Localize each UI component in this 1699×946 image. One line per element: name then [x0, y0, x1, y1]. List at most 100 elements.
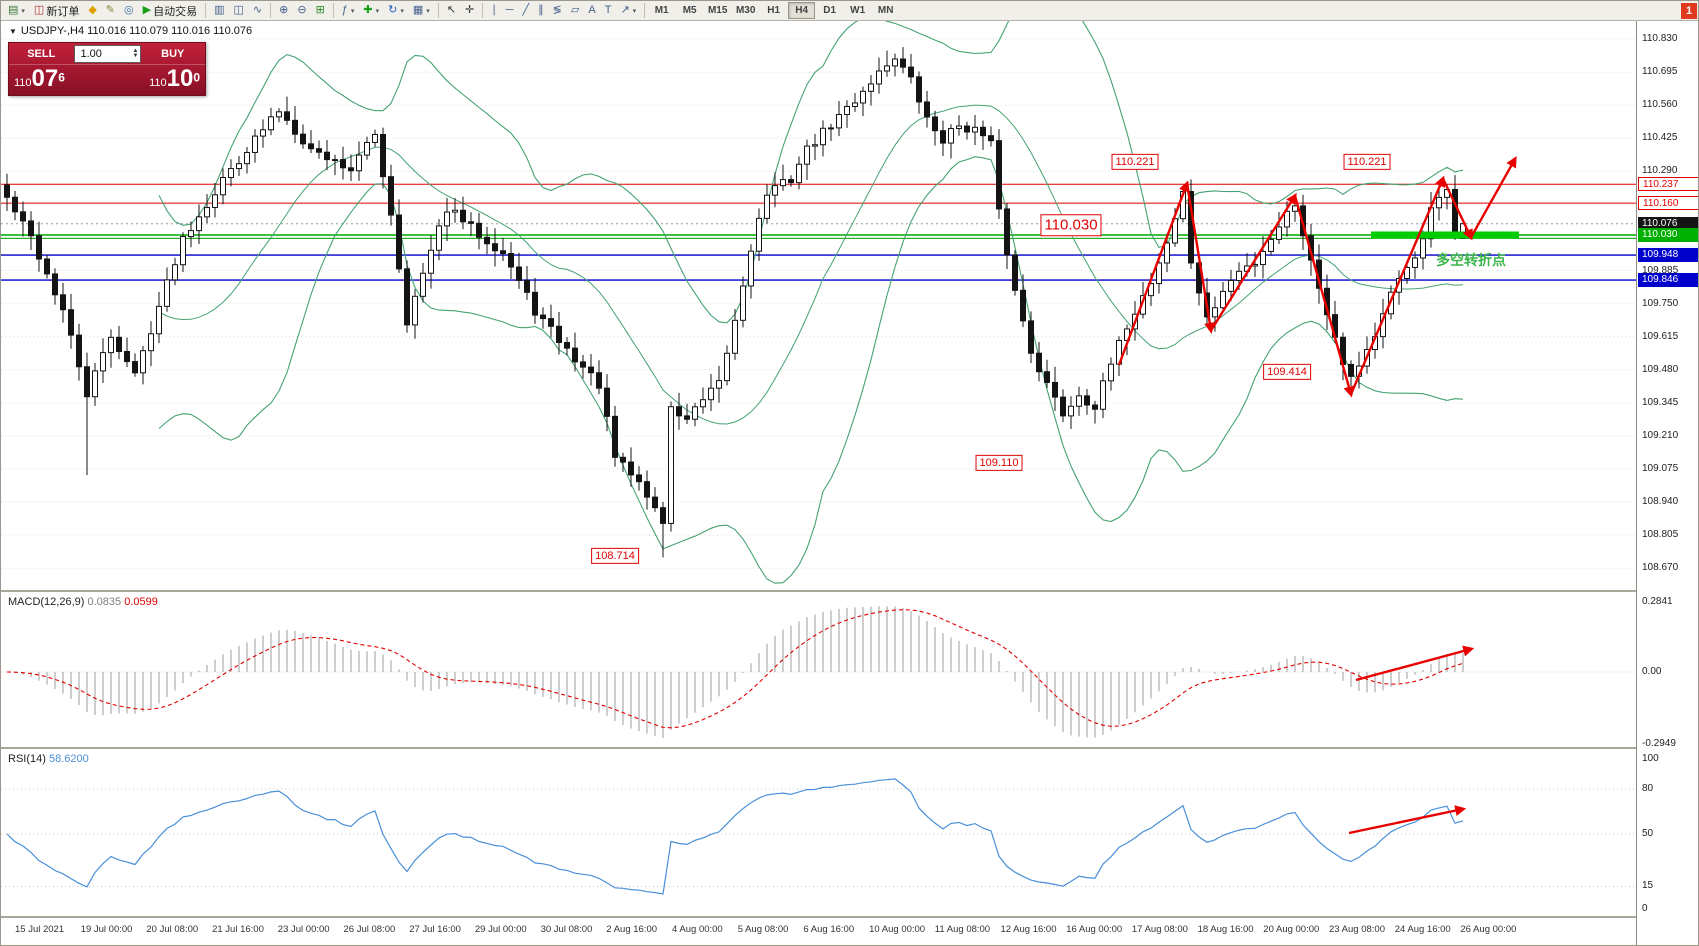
dropdown-arrow-icon[interactable]: ▾ — [350, 7, 355, 15]
timeframe-m5[interactable]: M5 — [676, 2, 703, 19]
rsi-panel-canvas[interactable] — [1, 749, 1636, 917]
line-chart-icon[interactable]: ∿ — [249, 2, 266, 20]
rsi-scale-tick: 15 — [1642, 880, 1654, 891]
label-icon[interactable]: T — [601, 2, 616, 20]
panel-separator[interactable] — [1, 747, 1698, 749]
price-scale-tick: 108.805 — [1642, 529, 1679, 541]
trend-arrow-segment[interactable] — [1117, 180, 1190, 366]
price-annotation[interactable]: 110.030 — [1040, 214, 1102, 236]
metaeditor-icon[interactable]: ✎ — [102, 2, 119, 20]
trend-arrow-segment[interactable] — [1469, 156, 1517, 239]
dropdown-arrow-icon[interactable]: ▾ — [21, 7, 25, 15]
macd-trend-arrow[interactable] — [1355, 645, 1475, 682]
horizontal-line-icon: ─ — [505, 4, 514, 16]
price-tag-110.160: 110.160 — [1638, 196, 1698, 211]
volume-up-icon[interactable]: ▲ — [132, 47, 139, 54]
dropdown-arrow-icon[interactable]: ▾ — [400, 7, 404, 15]
zoom-out-icon[interactable]: ⊖ — [293, 2, 310, 20]
macd-panel-canvas[interactable] — [1, 592, 1636, 748]
indicator-list-icon[interactable]: ƒ ▾ — [338, 2, 359, 20]
trend-arrow-segment[interactable] — [1185, 183, 1216, 334]
buy-button[interactable]: BUY — [141, 47, 206, 61]
chart-template-icon[interactable]: ▦ ▾ — [409, 2, 434, 20]
chart-window[interactable]: 15 Jul 2021 19 Jul 00:00 20 Jul 08:00 21 Ju… — [1, 21, 1698, 945]
dropdown-arrow-icon[interactable]: ▾ — [632, 7, 637, 15]
price-annotation[interactable]: 109.414 — [1263, 364, 1311, 381]
horizontal-line-icon[interactable]: ─ — [502, 2, 518, 20]
vertical-line-icon[interactable]: ∣ — [487, 2, 501, 20]
add-indicator-icon[interactable]: ✚ ▾ — [359, 2, 383, 20]
trendline-icon[interactable]: ╱ — [519, 2, 534, 20]
rsi-scale-tick: 0 — [1642, 903, 1648, 914]
volume-down-icon[interactable]: ▼ — [132, 52, 139, 59]
candlestick-chart-icon[interactable]: ◫ — [230, 2, 248, 20]
panel-separator[interactable] — [1, 590, 1698, 592]
sell-price[interactable]: 110076 — [14, 65, 65, 92]
notification-badge[interactable]: 1 — [1681, 3, 1697, 19]
time-axis[interactable]: 15 Jul 2021 19 Jul 00:00 20 Jul 08:00 21 Ju… — [1, 918, 1636, 945]
price-scale-tick: 110.560 — [1642, 99, 1678, 111]
main-chart-canvas[interactable] — [1, 21, 1636, 591]
timeframe-h4[interactable]: H4 — [788, 2, 816, 19]
time-scale-tick: 19 Jul 00:00 — [80, 924, 133, 935]
dropdown-arrow-icon[interactable]: ▾ — [426, 7, 430, 15]
collapse-arrow-icon[interactable]: ▼ — [9, 27, 17, 36]
candles — [4, 47, 1466, 558]
timeframe-m15[interactable]: M15 — [704, 2, 731, 19]
timeframe-w1[interactable]: W1 — [844, 2, 871, 19]
refresh-icon[interactable]: ↻ ▾ — [384, 2, 408, 20]
new-order-button[interactable]: ◫ 新订单 — [30, 2, 83, 20]
trend-arrows[interactable] — [1117, 156, 1517, 398]
channel-icon[interactable]: ∥ — [534, 2, 548, 20]
price-scale-tick: 110.695 — [1642, 66, 1678, 78]
new-chart-icon[interactable]: ▤ ▾ — [4, 2, 29, 20]
price-annotation[interactable]: 110.221 — [1343, 153, 1391, 170]
timeframe-d1[interactable]: D1 — [816, 2, 843, 19]
timeframe-m1[interactable]: M1 — [648, 2, 675, 19]
history-center-icon[interactable]: ◎ — [120, 2, 138, 20]
time-scale-tick: 23 Aug 08:00 — [1329, 924, 1385, 935]
dropdown-arrow-icon[interactable]: ▾ — [375, 7, 380, 15]
bollinger-upper-line[interactable] — [158, 21, 1464, 324]
price-scale-tick: 109.750 — [1642, 297, 1679, 309]
trend-arrow-segment[interactable] — [1441, 178, 1473, 241]
price-annotation[interactable]: 109.110 — [975, 454, 1023, 471]
volume-input[interactable]: 1.00 ▲ ▼ — [73, 44, 141, 63]
cursor-icon: ↖ — [446, 4, 457, 16]
arrows-tool-icon[interactable]: ↗ ▾ — [616, 2, 640, 20]
price-scale-tick: 108.670 — [1642, 562, 1679, 574]
bar-chart-icon[interactable]: ▥ — [210, 2, 228, 20]
buy-price[interactable]: 110100 — [149, 65, 200, 92]
price-axis[interactable]: 110.830 110.695 110.560 110.425 110.290 110.1… — [1636, 21, 1698, 945]
turning-point-note[interactable]: 多空转折点 — [1436, 251, 1506, 268]
metaeditor-icon: ✎ — [105, 4, 116, 16]
fibonacci-icon[interactable]: ≶ — [549, 2, 566, 20]
trend-arrow-segment[interactable] — [1349, 175, 1446, 395]
crosshair-icon[interactable]: ✛ — [461, 2, 478, 20]
timeframe-m30[interactable]: M30 — [732, 2, 759, 19]
timeframe-mn[interactable]: MN — [872, 2, 899, 19]
autotrading-button-label: 自动交易 — [153, 5, 198, 18]
trend-arrow-segment[interactable] — [1209, 192, 1297, 332]
price-scale-tick: 109.075 — [1642, 462, 1679, 474]
history-center-icon: ◎ — [124, 4, 134, 16]
trend-arrow-segment[interactable] — [1293, 195, 1355, 398]
zoom-in-icon[interactable]: ⊕ — [275, 2, 292, 20]
price-annotation[interactable]: 110.221 — [1111, 153, 1159, 170]
sell-button[interactable]: SELL — [9, 47, 74, 61]
timeframe-h1[interactable]: H1 — [760, 2, 787, 19]
bollinger-middle-line[interactable] — [158, 104, 1464, 425]
price-scale-tick: 110.425 — [1642, 132, 1678, 144]
shapes-icon[interactable]: ▱ — [567, 2, 583, 20]
cursor-icon[interactable]: ↖ — [443, 2, 460, 20]
autotrading-button[interactable]: ▶ 自动交易 — [139, 2, 201, 20]
price-scale-tick: 109.480 — [1642, 363, 1679, 375]
tile-windows-icon[interactable]: ⊞ — [312, 2, 329, 20]
text-icon[interactable]: A — [584, 2, 599, 20]
rsi-trend-arrow[interactable] — [1348, 805, 1467, 835]
guide-icon[interactable]: ◆ — [84, 2, 100, 20]
time-scale-tick: 17 Aug 08:00 — [1131, 924, 1188, 935]
price-annotation[interactable]: 108.714 — [591, 547, 639, 565]
panel-separator[interactable] — [1, 916, 1698, 918]
bollinger-lower-line[interactable] — [158, 156, 1464, 584]
